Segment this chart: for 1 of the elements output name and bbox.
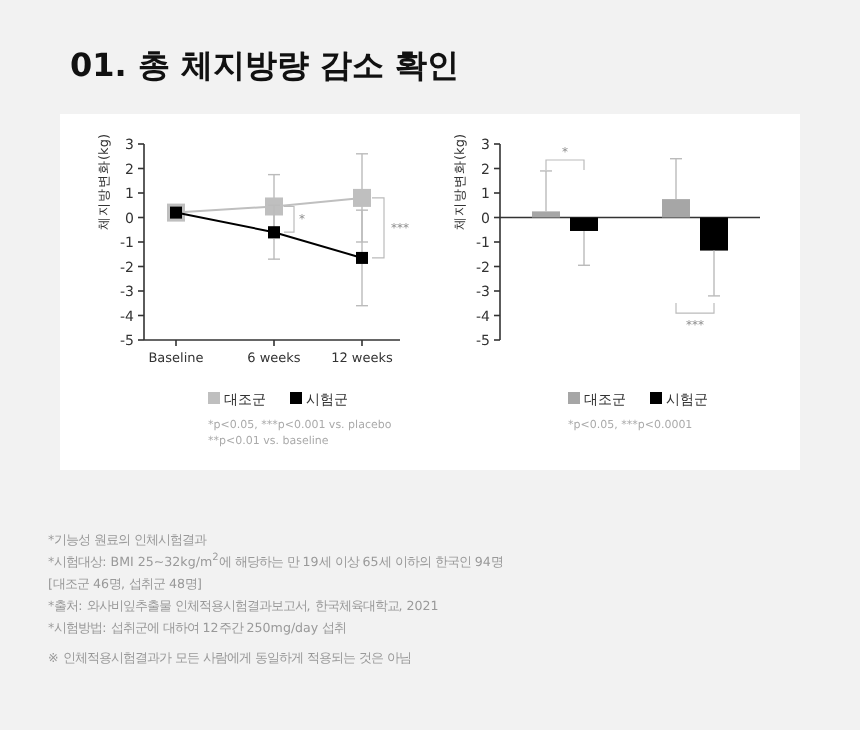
chart-title: 01. 총 체지방량 감소 확인 — [70, 46, 460, 84]
